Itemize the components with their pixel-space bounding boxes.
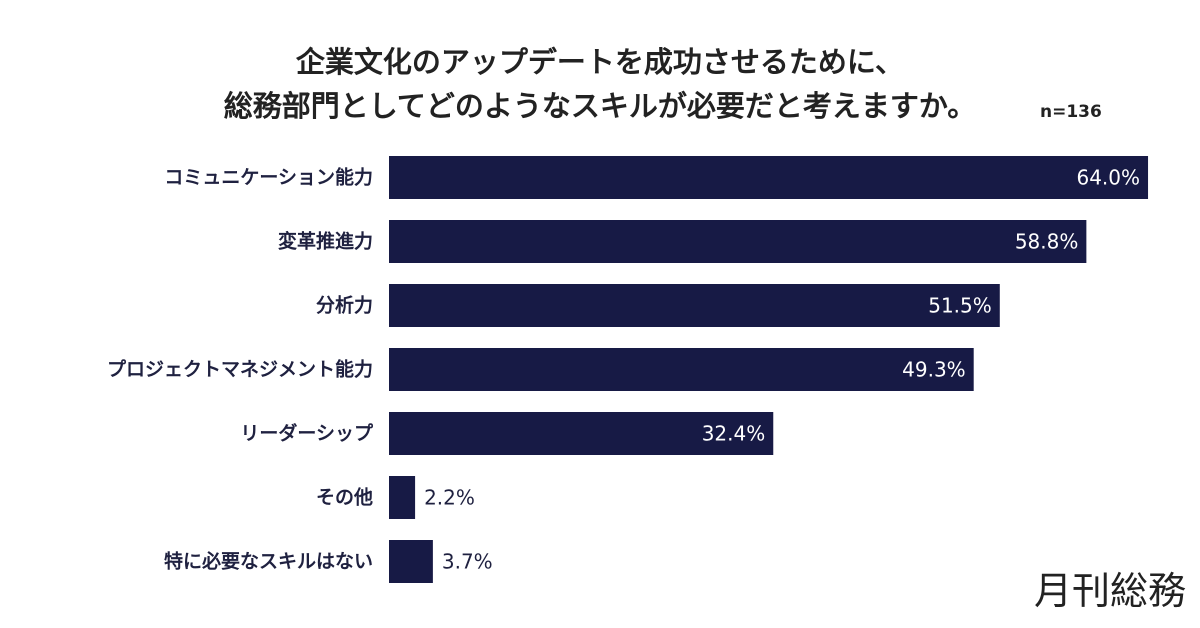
value-label: 51.5% xyxy=(928,294,992,318)
value-label: 49.3% xyxy=(902,358,966,382)
value-label: 3.7% xyxy=(442,550,493,574)
category-label: その他 xyxy=(316,486,373,509)
chart-title: 企業文化のアップデートを成功させるために、 総務部門としてどのようなスキルが必要… xyxy=(0,40,1200,128)
chart-title-line-1: 企業文化のアップデートを成功させるために、 xyxy=(295,45,905,79)
bar xyxy=(389,348,974,391)
category-label: リーダーシップ xyxy=(240,422,374,445)
value-label: 64.0% xyxy=(1076,166,1140,190)
category-label: 特に必要なスキルはない xyxy=(164,550,373,573)
value-label: 58.8% xyxy=(1015,230,1079,254)
bar xyxy=(389,540,433,583)
bar xyxy=(389,284,1000,327)
publication-logo: 月刊総務 xyxy=(1034,569,1187,613)
sample-size-label: n=136 xyxy=(1040,102,1102,122)
category-label: コミュニケーション能力 xyxy=(164,166,373,189)
bar xyxy=(389,412,774,455)
bar xyxy=(389,476,416,519)
category-label: プロジェクトマネジメント能力 xyxy=(107,358,373,381)
chart-title-line-2: 総務部門としてどのようなスキルが必要だと考えますか。 xyxy=(223,89,977,123)
category-label: 変革推進力 xyxy=(278,230,373,253)
value-label: 32.4% xyxy=(702,422,766,446)
bar xyxy=(389,220,1087,263)
category-label: 分析力 xyxy=(316,294,373,317)
bar xyxy=(389,156,1149,199)
value-label: 2.2% xyxy=(424,486,475,510)
